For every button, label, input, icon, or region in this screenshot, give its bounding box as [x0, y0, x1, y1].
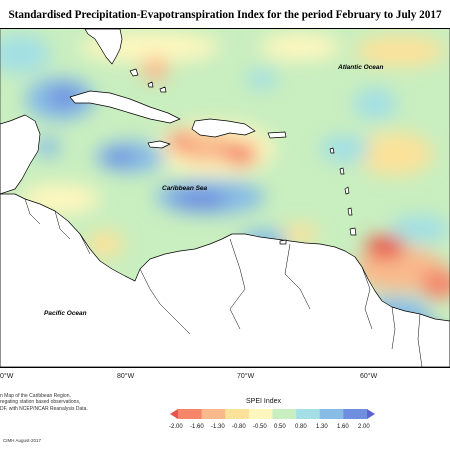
central-south-america-landmass	[0, 193, 450, 367]
legend-swatch	[178, 409, 202, 419]
hispaniola-landmass	[191, 118, 256, 138]
legend-swatch	[170, 409, 178, 419]
legend-colorbar	[170, 409, 375, 419]
legend-tick-label: -0.50	[253, 424, 267, 430]
legend-tick-label: 0.80	[295, 424, 307, 430]
antilles-island	[329, 147, 335, 154]
legend-tick-label: 1.60	[337, 424, 349, 430]
antilles-island	[347, 207, 353, 216]
puerto-rico-landmass	[267, 131, 287, 139]
legend-tick-label: 0.50	[274, 424, 286, 430]
spei-map-canvas	[0, 29, 450, 367]
legend-swatch	[319, 409, 344, 419]
legend-swatch	[225, 409, 250, 419]
lon-label: 70°W	[237, 373, 255, 380]
map-title: Standardised Precipitation-Evapotranspir…	[8, 9, 442, 21]
lon-label: 80°W	[117, 373, 135, 380]
bahamas-island	[159, 86, 167, 93]
spei-map: Atlantic Ocean Caribbean Sea Pacific Oce…	[0, 28, 450, 368]
country-borders	[24, 198, 423, 367]
legend-ticks: -2.00 -1.60 -1.30 -0.80 -0.50 0.50 0.80 1.30 1.6…	[0, 424, 450, 434]
credit-line: regating station based observations,	[0, 399, 81, 406]
atlantic-ocean-label: Atlantic Ocean	[338, 64, 384, 71]
pacific-ocean-label: Pacific Ocean	[44, 310, 87, 317]
antilles-island	[344, 186, 350, 195]
jamaica-landmass	[147, 140, 171, 149]
lon-label: 0°W	[0, 373, 14, 380]
legend-tick-label: 1.30	[316, 424, 328, 430]
legend-swatch	[296, 409, 321, 419]
landmasses	[0, 29, 450, 367]
legend-swatch	[343, 409, 368, 419]
legend-swatch	[201, 409, 226, 419]
cuba-landmass	[69, 90, 181, 124]
antilles-island	[349, 227, 357, 236]
legend-tick-label: -0.80	[232, 424, 246, 430]
credit-line: DF, with NCEP/NCAR Reanalysis Data.	[0, 405, 88, 412]
credit-line: n Map of the Caribbean Region.	[0, 393, 71, 399]
bahamas-island	[129, 68, 139, 77]
legend-swatch	[367, 409, 375, 419]
caribbean-sea-label: Caribbean Sea	[162, 185, 208, 192]
yucatan-landmass	[0, 114, 41, 195]
abc-island	[279, 239, 287, 245]
lon-label: 60°W	[360, 373, 378, 380]
legend-tick-label: -1.30	[211, 424, 225, 430]
legend-tick-label: -2.00	[169, 424, 183, 430]
legend-tick-label: -1.60	[190, 424, 204, 430]
spei-anomaly-field	[0, 31, 450, 367]
legend-title: SPEI Index	[246, 398, 282, 405]
legend-swatch	[272, 409, 297, 419]
bahamas-island	[147, 81, 154, 88]
legend-tick-label: 2.00	[358, 424, 370, 430]
legend-swatch	[248, 409, 273, 419]
antilles-island	[339, 167, 345, 175]
org-credit: CIMH August-2017	[3, 438, 42, 443]
florida-landmass	[84, 29, 123, 65]
map-credit-text: n Map of the Caribbean Region. regating …	[0, 393, 88, 412]
